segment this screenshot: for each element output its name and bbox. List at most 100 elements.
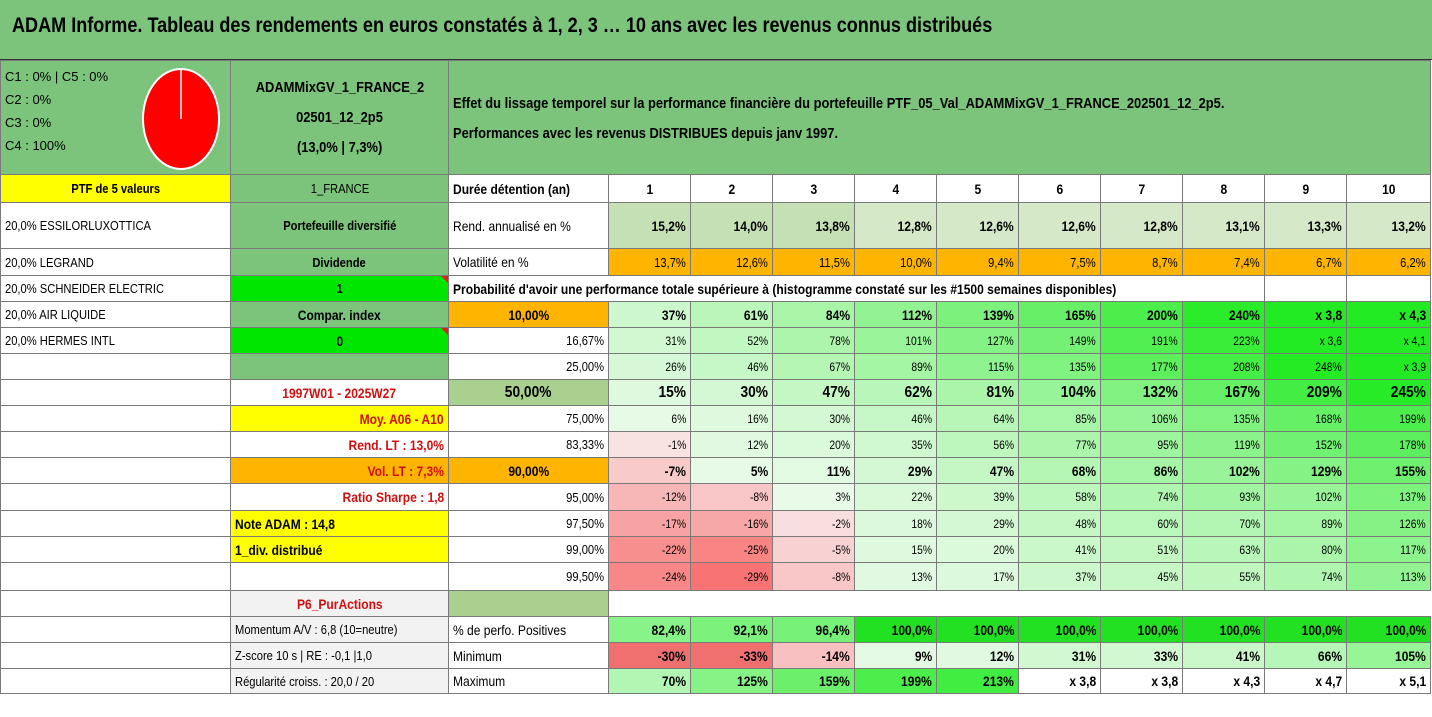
stat-value: 70% [608, 668, 691, 694]
vol-value: 7,4% [1182, 248, 1265, 276]
quantile-value: -7% [608, 457, 691, 484]
ptf-label-text: PTF de 5 valeurs [71, 181, 160, 196]
side-indicator-text: Note ADAM : 14,8 [235, 515, 335, 532]
year-header: 4 [854, 174, 937, 203]
empty-cell [230, 562, 449, 591]
quantile-value: 62% [854, 379, 937, 406]
quantile-value-text: 129% [1311, 462, 1342, 479]
year-header-text: 10 [1381, 180, 1396, 197]
quantile-value: 89% [1264, 510, 1347, 537]
holding-row-text: 20,0% AIR LIQUIDE [5, 307, 106, 322]
quantile-value-text: 67% [829, 359, 850, 374]
quantile-value: 167% [1182, 379, 1265, 406]
quantile-value-text: 104% [1060, 383, 1096, 401]
quantile-value: -17% [608, 510, 691, 537]
rend-value: 12,6% [1018, 202, 1101, 249]
quantile-value-text: x 4,1 [1403, 333, 1427, 348]
empty-cell [0, 536, 231, 563]
quantile-value: 45% [1100, 562, 1183, 591]
quantile-value-text: 37% [661, 306, 686, 323]
quantile-label-text: 99,50% [566, 569, 604, 584]
holding-row: 20,0% ESSILORLUXOTTICA [0, 202, 231, 249]
side-indicator-text: Moy. A06 - A10 [360, 410, 444, 427]
quantile-value: x 3,6 [1264, 327, 1347, 354]
table-row: 99,50% -24% -29% -8% 13% 17% 37% 45% 55% 74% 113% [0, 562, 1432, 591]
quantile-value-text: 20% [993, 542, 1014, 557]
quantile-value: x 3,9 [1345, 353, 1432, 380]
quantile-value: 119% [1182, 431, 1265, 458]
vol-label: Volatilité en % [448, 248, 609, 276]
title-bar: ADAM Informe. Tableau des rendements en … [0, 0, 1432, 60]
quantile-value-text: 12% [747, 437, 768, 452]
quantile-value: 104% [1018, 379, 1101, 406]
quantile-value-text: 209% [1306, 383, 1342, 401]
stat-value: 105% [1345, 642, 1432, 669]
quantile-value-text: -16% [743, 516, 768, 531]
table-row: Vol. LT : 7,3% 90,00% -7% 5% 11% 29% 47% 68% 86%… [0, 457, 1432, 484]
rend-value: 13,3% [1264, 202, 1347, 249]
quantile-value: -25% [690, 536, 773, 563]
table-row: Régularité croiss. : 20,0 / 20 Maximum 70%… [0, 668, 1432, 694]
quantile-value-text: 168% [1315, 411, 1342, 426]
quantile-label: 10,00% [448, 301, 609, 328]
quantile-value-text: 68% [1071, 462, 1096, 479]
stat-value-text: 100,0% [1137, 621, 1178, 638]
quantile-value: 3% [772, 483, 855, 511]
stat-value-text: -14% [821, 647, 850, 664]
quantile-value: 81% [936, 379, 1019, 406]
stat-value-text: 100,0% [891, 621, 932, 638]
quantile-value-text: x 4,3 [1399, 306, 1427, 323]
quantile-value-text: 6% [671, 411, 686, 426]
quantile-value-text: 208% [1233, 359, 1260, 374]
quantile-label-text: 90,00% [508, 462, 549, 479]
quantile-value-text: -7% [664, 462, 686, 479]
quantile-value-text: 3% [835, 490, 850, 504]
year-header: 6 [1018, 174, 1101, 203]
quantile-value: 77% [1018, 431, 1101, 458]
quantile-value-text: -17% [661, 516, 686, 531]
quantile-value-text: 48% [1075, 516, 1096, 531]
stat-value-text: 66% [1317, 647, 1342, 664]
stat-value: -14% [772, 642, 855, 669]
rend-value: 12,8% [1100, 202, 1183, 249]
quantile-value: 149% [1018, 327, 1101, 354]
rend-value: 12,8% [854, 202, 937, 249]
table-row: C1 : 0% | C5 : 0% C2 : 0% C3 : 0% C4 : 100%… [0, 60, 1432, 175]
quantile-value-text: 137% [1399, 490, 1427, 504]
quantile-value-text: 245% [1390, 383, 1427, 401]
quantile-value: x 4,1 [1345, 327, 1432, 354]
quantile-value: 68% [1018, 457, 1101, 484]
quantile-value: 16% [690, 405, 773, 432]
quantile-value-text: 17% [993, 569, 1014, 584]
quantile-value-text: 41% [1075, 542, 1096, 557]
stat-value-text: 9% [914, 647, 932, 664]
quantile-value-text: 127% [987, 333, 1014, 348]
quantile-value-text: 86% [1153, 462, 1178, 479]
class-line: C1 : 0% | C5 : 0% [5, 69, 109, 84]
year-header: 8 [1182, 174, 1265, 203]
quantile-value-text: -2% [831, 516, 850, 531]
zone-label: 1_FRANCE [230, 174, 449, 203]
quantile-value: 5% [690, 457, 773, 484]
rend-value: 15,2% [608, 202, 691, 249]
stat-value-text: 12% [989, 647, 1014, 664]
quantile-value-text: 70% [1239, 516, 1260, 531]
stat-value-text: x 4,3 [1233, 673, 1260, 689]
quantile-label: 83,33% [448, 431, 609, 458]
quantile-value-text: 84% [825, 306, 850, 323]
quantile-value: -1% [608, 431, 691, 458]
stat-value: 159% [772, 668, 855, 694]
quantile-value-text: 15% [658, 383, 686, 401]
stat-value: 125% [690, 668, 773, 694]
year-header: 9 [1264, 174, 1347, 203]
stat-value-text: 100,0% [1385, 621, 1427, 638]
quantile-value-text: 200% [1147, 306, 1178, 323]
rend-value: 14,0% [690, 202, 773, 249]
stat-value: 199% [854, 668, 937, 694]
dividende-label: Dividende [230, 248, 449, 276]
vol-value: 13,7% [608, 248, 691, 276]
quantile-value-text: -29% [743, 569, 768, 584]
table-row: Rend. LT : 13,0% 83,33% -1% 12% 20% 35% 56% 77%… [0, 431, 1432, 458]
stat-label: % de perfo. Positives [448, 616, 609, 643]
quantile-label-text: 99,00% [566, 542, 604, 557]
